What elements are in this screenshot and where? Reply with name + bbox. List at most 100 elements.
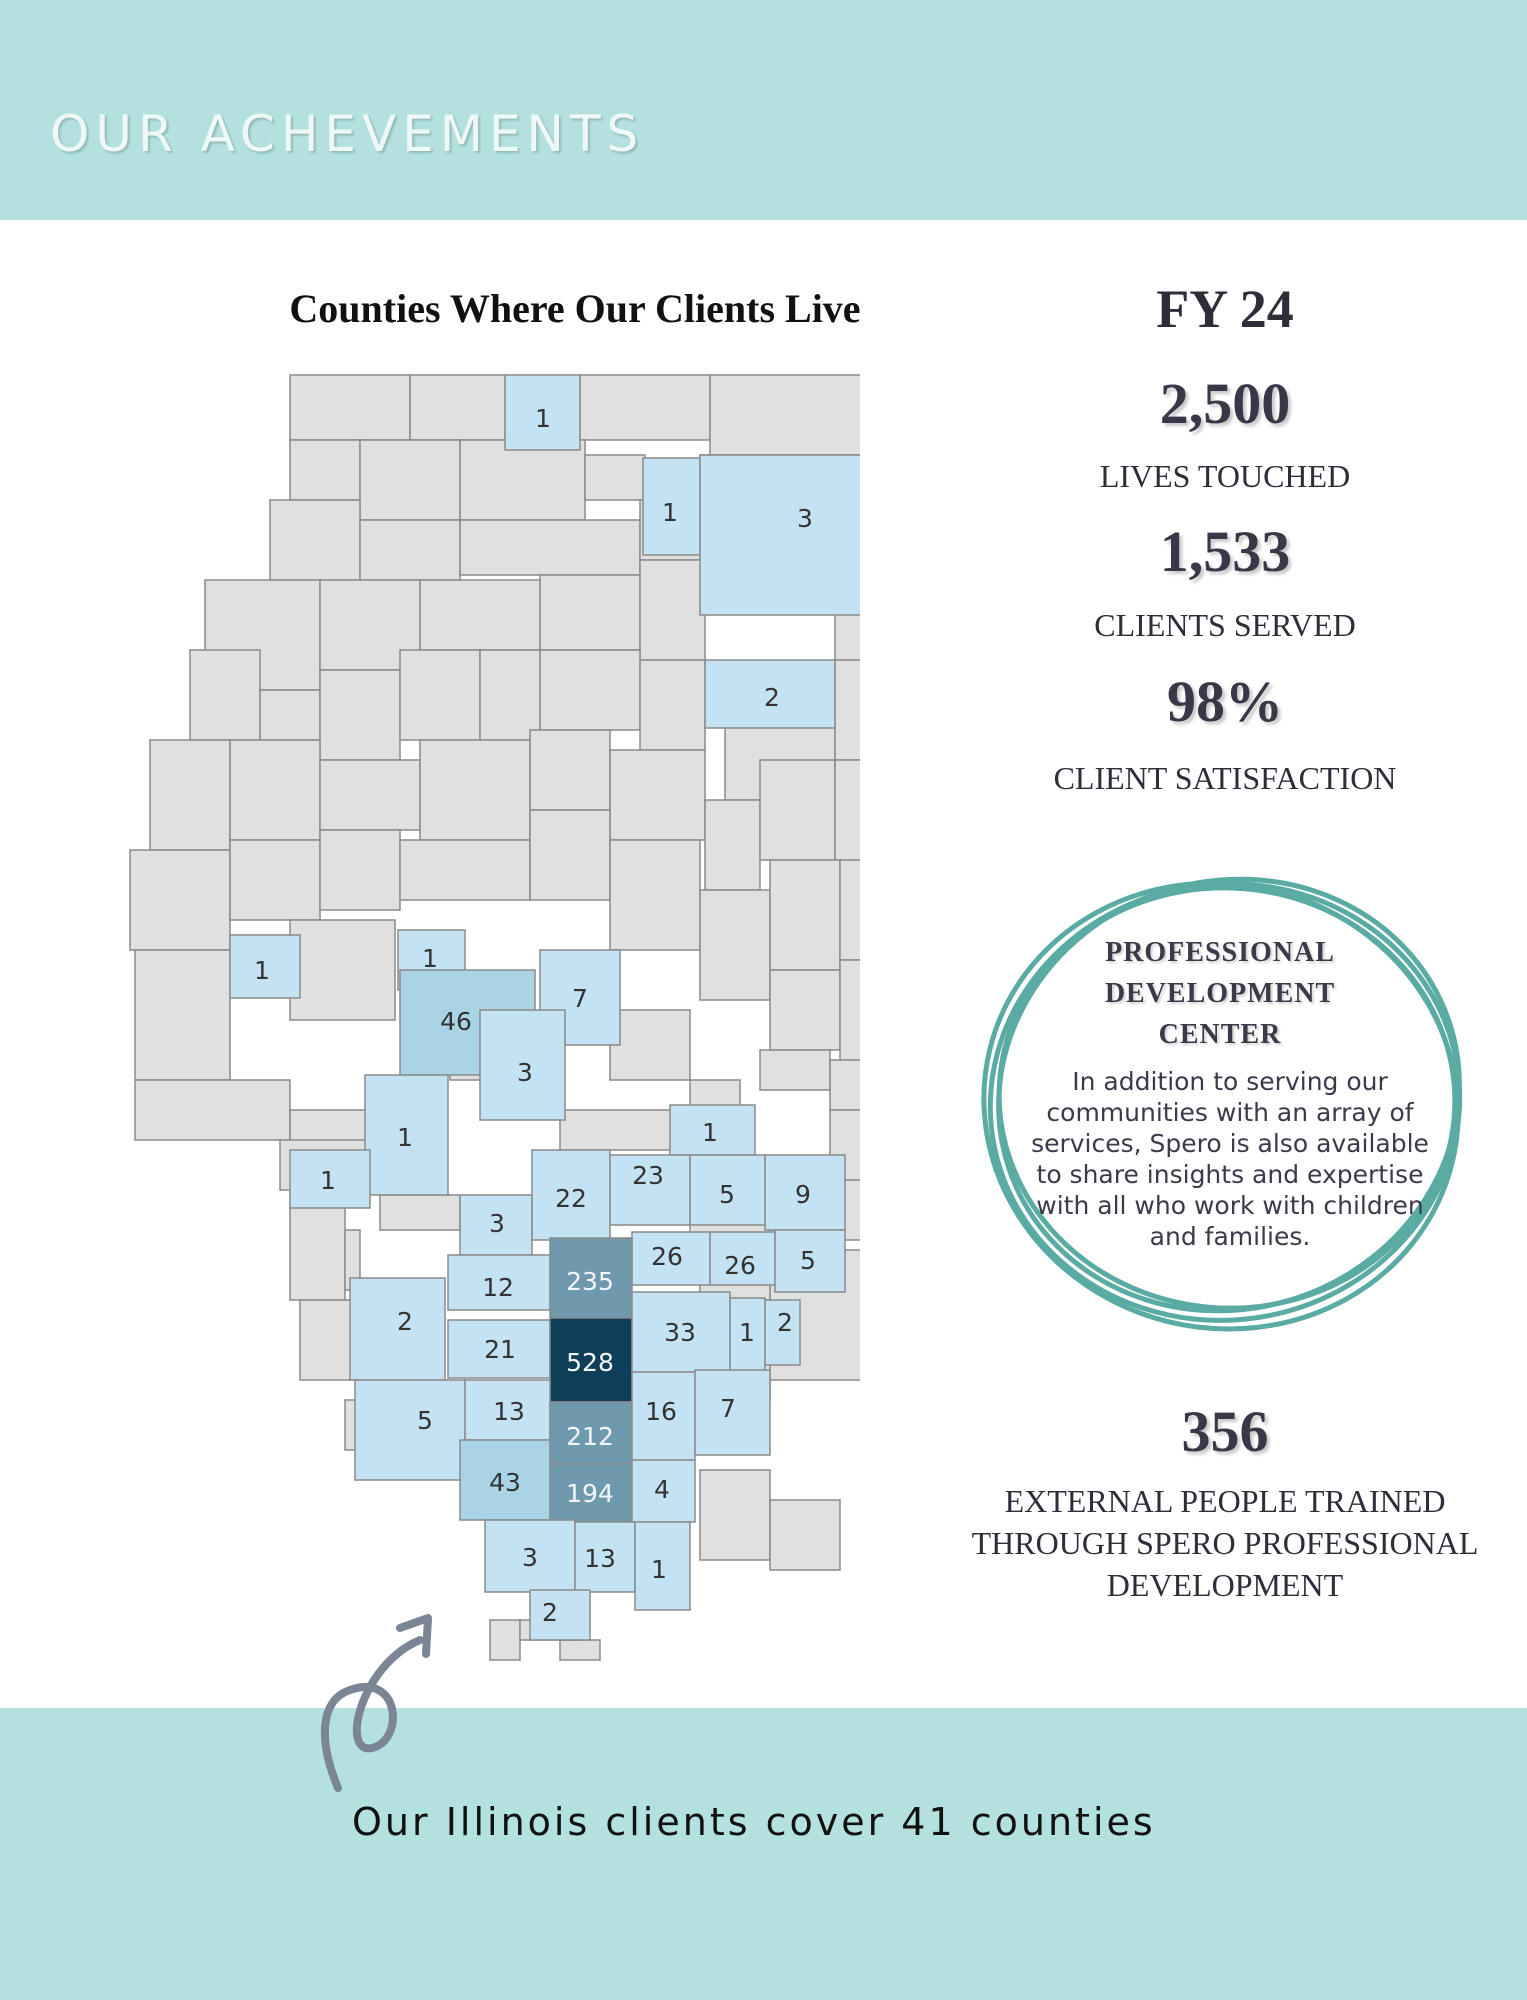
lives-touched-value: 2,500	[1159, 371, 1291, 436]
county-client-count: 26	[651, 1242, 683, 1271]
county-no-clients	[409, 374, 506, 441]
county-client-count: 43	[489, 1468, 521, 1497]
scribble-loop	[981, 880, 1461, 1332]
county-with-clients	[764, 1299, 801, 1366]
county-client-count: 33	[664, 1318, 696, 1347]
county-no-clients	[289, 919, 396, 1021]
county-no-clients	[269, 499, 361, 581]
county-no-clients	[489, 1619, 521, 1661]
county-client-count: 9	[795, 1180, 811, 1209]
county-with-clients	[774, 1229, 846, 1293]
county-with-clients	[459, 1439, 551, 1521]
county-client-count: 5	[800, 1246, 816, 1275]
county-client-count: 1	[662, 498, 678, 527]
pdc-description: In addition to serving our communities w…	[1031, 1067, 1429, 1251]
county-no-clients	[529, 809, 611, 901]
county-no-clients	[704, 799, 761, 891]
county-with-clients	[354, 1379, 466, 1481]
county-no-clients	[699, 1469, 771, 1561]
county-no-clients	[229, 739, 321, 841]
footer-text: Our Illinois clients cover 41 counties	[352, 1800, 1156, 1844]
county-client-count: 7	[720, 1394, 736, 1423]
county-with-clients	[631, 1459, 696, 1523]
people-trained-value: 356	[1181, 1399, 1269, 1464]
county-no-clients	[189, 649, 261, 741]
county-client-count: 5	[719, 1180, 735, 1209]
county-with-clients	[574, 1521, 636, 1593]
county-with-clients	[464, 1379, 551, 1441]
county-no-clients	[149, 739, 231, 851]
curved-arrow-icon	[320, 1614, 432, 1792]
county-with-clients	[447, 1319, 551, 1379]
county-with-clients	[549, 1237, 633, 1319]
county-with-clients	[694, 1369, 771, 1456]
county-client-count: 4	[654, 1475, 670, 1504]
county-with-clients	[609, 1154, 691, 1226]
county-client-count: 26	[724, 1251, 756, 1280]
county-with-clients	[549, 1463, 633, 1523]
county-no-clients	[134, 1079, 291, 1141]
county-with-clients	[447, 1254, 551, 1311]
county-no-clients	[839, 959, 860, 1061]
county-no-clients	[639, 559, 706, 661]
county-client-count: 16	[645, 1397, 677, 1426]
pdc-heading-line-1: PROFESSIONAL	[1105, 937, 1335, 968]
county-no-clients	[419, 579, 541, 651]
county-no-clients	[134, 949, 231, 1081]
county-no-clients	[259, 689, 321, 741]
county-with-clients	[634, 1521, 691, 1611]
county-no-clients	[529, 729, 611, 811]
county-client-count: 1	[651, 1555, 667, 1584]
map-title: Counties Where Our Clients Live	[289, 286, 861, 331]
county-client-count: 2	[764, 683, 780, 712]
footer-banner	[0, 1708, 1527, 2000]
county-no-clients	[639, 659, 706, 751]
county-with-clients	[669, 1104, 756, 1156]
county-with-clients	[631, 1291, 731, 1373]
county-no-clients	[459, 439, 586, 521]
county-client-count: 23	[632, 1161, 664, 1190]
lives-touched-label: LIVES TOUCHED	[1099, 458, 1351, 494]
county-client-count: 3	[522, 1543, 538, 1572]
county-client-count: 1	[702, 1118, 718, 1147]
county-with-clients	[229, 934, 301, 999]
county-no-clients	[834, 759, 860, 861]
county-no-clients	[319, 669, 401, 761]
county-client-count: 12	[482, 1273, 514, 1302]
county-client-count: 5	[417, 1406, 433, 1435]
county-with-clients	[529, 1589, 591, 1641]
county-no-clients	[584, 454, 646, 501]
county-client-count: 13	[493, 1397, 525, 1426]
county-client-count: 2	[397, 1307, 413, 1336]
county-no-clients	[289, 439, 361, 501]
header-banner	[0, 0, 1527, 220]
county-no-clients	[459, 519, 641, 576]
county-client-count: 194	[566, 1479, 614, 1508]
county-client-count: 3	[517, 1058, 533, 1087]
county-client-count: 1	[535, 404, 551, 433]
pdc-heading: PROFESSIONAL DEVELOPMENT CENTER	[1000, 932, 1440, 1055]
county-client-count: 1	[320, 1166, 336, 1195]
county-no-clients	[479, 649, 541, 741]
county-layer	[129, 374, 860, 1661]
pdc-heading-line-3: CENTER	[1158, 1019, 1282, 1050]
county-client-count: 3	[489, 1209, 505, 1238]
county-with-clients	[689, 1154, 766, 1226]
county-no-clients	[829, 1059, 860, 1111]
county-with-clients	[479, 1009, 566, 1121]
county-client-count: 528	[566, 1348, 614, 1377]
county-with-clients	[729, 1297, 766, 1376]
county-with-clients	[289, 1149, 371, 1209]
county-client-count: 22	[555, 1184, 587, 1213]
county-no-clients	[759, 759, 836, 861]
county-client-count: 2	[777, 1308, 793, 1337]
county-no-clients	[579, 374, 711, 441]
county-no-clients	[839, 859, 860, 961]
fiscal-year: FY 24	[1156, 279, 1294, 339]
county-client-count: 21	[484, 1335, 516, 1364]
clients-served-value: 1,533	[1159, 519, 1291, 584]
county-client-count: 1	[397, 1123, 413, 1152]
county-no-clients	[359, 439, 461, 521]
